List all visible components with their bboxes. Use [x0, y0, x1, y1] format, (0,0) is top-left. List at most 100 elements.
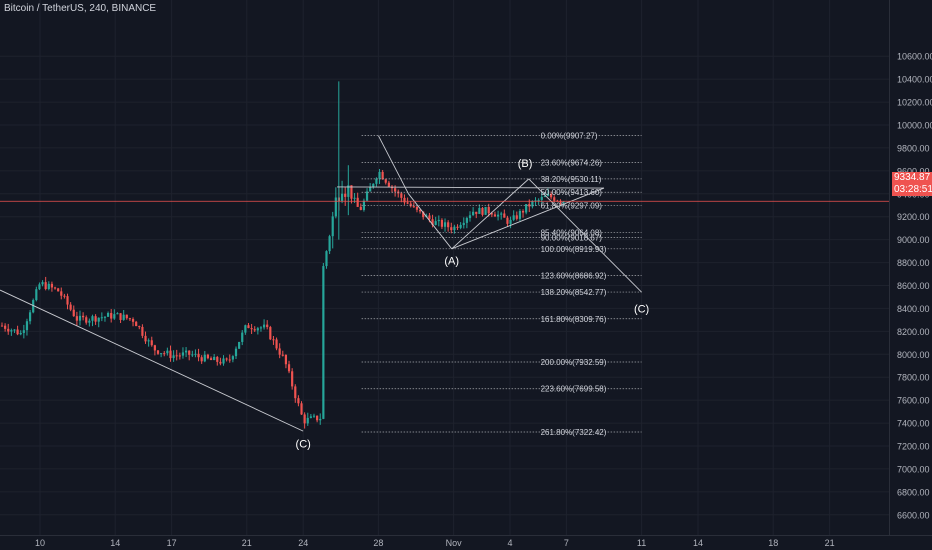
y-tick-label: 9200.00	[897, 212, 930, 222]
candle-body	[16, 329, 19, 335]
candle-body	[412, 206, 415, 208]
wave-label: (C)	[634, 303, 649, 315]
candle-body	[481, 208, 484, 215]
candle-body	[0, 325, 4, 327]
candle-body	[256, 328, 259, 331]
x-tick-label: 17	[167, 538, 177, 548]
x-tick-label: 14	[693, 538, 703, 548]
candle-body	[394, 188, 397, 192]
candle-body	[225, 358, 228, 360]
candle-body	[287, 364, 291, 372]
candle-body	[228, 359, 231, 361]
candle-body	[253, 329, 256, 331]
y-tick-label: 7600.00	[897, 396, 930, 406]
candle-body	[334, 197, 337, 217]
fib-level-label: 123.60%(8686.92)	[541, 272, 607, 281]
candle-body	[19, 332, 22, 335]
candle-body	[369, 186, 372, 192]
candle-body	[562, 201, 565, 203]
candle-body	[493, 214, 497, 217]
wave-label: (A)	[444, 255, 459, 267]
triangle-upper-line[interactable]	[337, 186, 605, 189]
candle-body	[172, 355, 175, 359]
y-tick-label: 8000.00	[897, 350, 930, 360]
candle-body	[100, 317, 103, 319]
wave-a-line-lower[interactable]	[408, 193, 453, 250]
triangle-lower-line[interactable]	[451, 187, 605, 250]
candle-body	[63, 295, 66, 297]
candle-body	[147, 340, 150, 342]
x-tick-label: 28	[373, 538, 383, 548]
candle-body	[312, 415, 316, 417]
candle-body	[378, 171, 381, 179]
wave-label: (C)	[296, 439, 311, 451]
downtrend-line[interactable]	[0, 289, 304, 432]
candle-body	[119, 313, 122, 320]
candles-layer	[0, 81, 565, 429]
candle-body	[110, 312, 113, 319]
candle-body	[166, 350, 169, 354]
candle-body	[528, 204, 531, 207]
candle-body	[453, 226, 456, 231]
candle-body	[550, 193, 553, 198]
symbol-title: Bitcoin / TetherUS, 240, BINANCE	[4, 3, 157, 14]
x-tick-label: 24	[298, 538, 308, 548]
wave-b-line[interactable]	[451, 178, 530, 250]
y-tick-label: 6600.00	[897, 510, 930, 520]
candle-body	[381, 171, 384, 180]
candle-body	[69, 304, 72, 310]
candle-body	[259, 327, 263, 329]
candle-body	[156, 350, 160, 354]
candle-body	[113, 314, 116, 319]
candle-body	[85, 317, 88, 323]
candle-body	[291, 371, 294, 387]
candle-body	[553, 197, 556, 201]
candle-body	[7, 328, 10, 332]
fib-retracement[interactable]: 0.00%(9907.27) 23.60%(9674.26) 38.20%(9530…	[361, 132, 642, 437]
candle-body	[365, 191, 369, 201]
candle-body	[297, 398, 300, 404]
candle-body	[546, 193, 550, 196]
wave-a-line-upper[interactable]	[378, 135, 409, 194]
y-tick-label: 10600.00	[897, 52, 932, 62]
candle-body	[150, 340, 153, 346]
wave-c-projection-line[interactable]	[528, 178, 642, 293]
candle-body	[472, 211, 475, 216]
candle-body	[422, 211, 425, 218]
fib-level-label: 0.00%(9907.27)	[541, 132, 598, 141]
candle-body	[238, 341, 241, 349]
candle-body	[375, 178, 378, 184]
candle-body	[484, 206, 487, 215]
candle-body	[135, 321, 138, 327]
candle-body	[78, 315, 82, 321]
candle-body	[22, 330, 25, 333]
candle-body	[281, 354, 284, 356]
candle-body	[403, 197, 406, 203]
candle-body	[459, 225, 462, 228]
pattern-drawings[interactable]: (C) (A) (B) (C)	[0, 135, 649, 451]
candle-body	[515, 215, 518, 219]
fib-level-label: 90.00%(9018.67)	[541, 234, 603, 243]
candle-body	[340, 193, 344, 202]
candle-body	[462, 222, 465, 226]
candle-body	[347, 185, 350, 197]
x-tick-label: 4	[507, 538, 512, 548]
candle-body	[443, 222, 447, 227]
x-tick-label: 14	[110, 538, 120, 548]
fib-level-label: 38.20%(9530.11)	[541, 175, 602, 184]
y-tick-label: 9600.00	[897, 166, 930, 176]
candle-body	[503, 213, 506, 218]
candle-body	[278, 348, 281, 355]
candle-body	[468, 215, 472, 219]
candle-body	[431, 219, 434, 225]
candle-body	[181, 352, 185, 356]
candle-body	[272, 339, 275, 341]
candle-body	[25, 321, 29, 331]
candle-body	[94, 316, 97, 322]
candle-body	[60, 291, 63, 296]
candle-body	[91, 316, 94, 321]
candle-body	[328, 236, 331, 252]
candle-body	[525, 204, 528, 213]
y-tick-label: 6800.00	[897, 487, 930, 497]
